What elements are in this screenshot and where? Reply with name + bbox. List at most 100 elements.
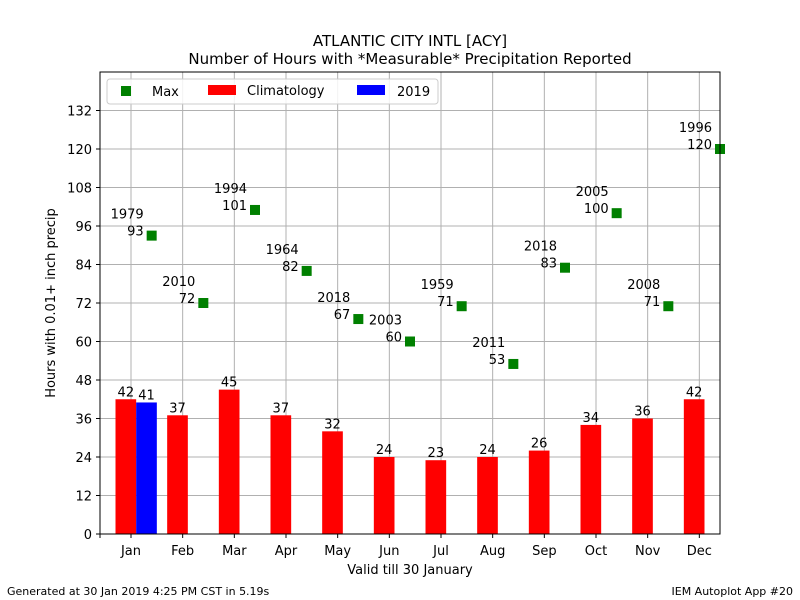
max-value-label: 120 [687, 138, 712, 153]
max-marker [560, 262, 570, 273]
x-tick-label: Dec [687, 544, 712, 559]
x-tick-label: Mar [222, 544, 247, 559]
climatology-bar [373, 457, 395, 534]
climatology-bar [528, 450, 550, 534]
max-marker [405, 336, 415, 347]
x-tick-label: Aug [480, 544, 505, 559]
max-value-label: 72 [179, 292, 196, 307]
max-marker [198, 298, 209, 308]
legend-max-swatch [121, 86, 131, 96]
max-year-label: 1959 [421, 278, 454, 293]
y-axis-label: Hours with 0.01+ inch precip [44, 208, 59, 398]
x-tick-label: Jun [378, 544, 399, 559]
max-year-label: 1994 [214, 182, 247, 197]
axes: 0 12 24 36 48 60 72 84 96 108 120 132 Jan Feb Mar Apr Ma… [67, 71, 721, 559]
x-tick-label: Jul [432, 544, 449, 559]
y-tick-label: 132 [67, 105, 92, 120]
max-marker [611, 208, 622, 219]
climatology-bar [632, 418, 653, 534]
max-year-label: 1964 [266, 243, 299, 258]
y-tick-label: 0 [84, 528, 92, 543]
climatology-bar-label: 34 [583, 411, 600, 426]
climatology-bar [270, 415, 292, 534]
climatology-bar [115, 399, 137, 534]
y-tick-label: 120 [67, 143, 92, 158]
y-tick-label: 72 [75, 297, 92, 312]
current-year-bar [136, 402, 157, 534]
chart-subtitle: Number of Hours with *Measurable* Precip… [188, 50, 631, 68]
y-tick-label: 60 [75, 336, 92, 351]
climatology-bar-label: 26 [531, 437, 548, 452]
legend-climatology-swatch [208, 85, 236, 95]
climatology-bar [425, 460, 447, 534]
x-axis-label: Valid till 30 January [347, 563, 473, 578]
max-marker [146, 230, 157, 241]
legend-2019-swatch [357, 85, 385, 95]
y-tick-label: 48 [75, 374, 92, 389]
climatology-bar-label: 42 [118, 385, 135, 400]
x-tick-label: Oct [585, 544, 607, 559]
climatology-bar-label: 32 [324, 417, 341, 432]
legend-2019-label: 2019 [397, 85, 430, 100]
max-value-label: 82 [282, 260, 299, 275]
climatology-bar-label: 37 [169, 401, 186, 416]
max-value-label: 53 [489, 353, 506, 368]
x-tick-label: Jan [120, 544, 141, 559]
legend-max-label: Max [152, 85, 179, 100]
climatology-bar [167, 415, 188, 534]
max-year-label: 2018 [524, 240, 557, 255]
climatology-bar [322, 431, 343, 534]
generated-timestamp: Generated at 30 Jan 2019 4:25 PM CST in … [7, 585, 270, 598]
climatology-bar-label: 23 [428, 446, 445, 461]
max-year-label: 2018 [317, 291, 350, 306]
max-year-label: 1996 [679, 121, 712, 136]
app-credit: IEM Autoplot App #20 [671, 585, 794, 598]
y-tick-label: 36 [75, 413, 92, 428]
max-marker [456, 301, 467, 312]
max-year-label: 2003 [369, 314, 402, 329]
climatology-bar [683, 399, 705, 534]
climatology-bar-label: 24 [376, 443, 393, 458]
y-tick-label: 84 [75, 259, 92, 274]
max-value-label: 83 [540, 257, 557, 272]
climatology-bar [580, 424, 602, 534]
max-value-label: 71 [644, 295, 661, 310]
max-value-label: 67 [334, 308, 351, 323]
climatology-bar-label: 24 [479, 443, 496, 458]
max-marker [250, 204, 260, 215]
climatology-bar-label: 42 [686, 385, 703, 400]
x-tick-label: Apr [275, 544, 298, 559]
x-tick-label: Feb [171, 544, 194, 559]
legend-climatology-label: Climatology [247, 84, 325, 99]
max-value-label: 71 [437, 295, 454, 310]
x-tick-label: Nov [635, 544, 661, 559]
y-tick-label: 24 [75, 451, 92, 466]
climatology-bar-label: 36 [634, 405, 651, 420]
legend: Max Climatology 2019 [106, 78, 439, 105]
chart-title: ATLANTIC CITY INTL [ACY] [313, 32, 507, 50]
max-value-label: 100 [584, 202, 609, 217]
max-year-label: 2005 [576, 185, 609, 200]
x-tick-label: Sep [532, 544, 557, 559]
max-value-label: 60 [385, 331, 402, 346]
max-markers: 1979 93 2010 72 1994 101 1964 82 2018 67 2003 60 195… [111, 121, 725, 369]
legend-box [106, 78, 439, 105]
max-value-label: 93 [127, 225, 144, 240]
max-year-label: 2008 [627, 278, 660, 293]
max-year-label: 2011 [472, 336, 505, 351]
climatology-bar [218, 389, 240, 534]
x-tick-label: May [324, 544, 351, 559]
climatology-bar-label: 37 [273, 401, 290, 416]
max-year-label: 2010 [162, 275, 195, 290]
max-marker [663, 301, 674, 312]
y-tick-label: 96 [75, 220, 92, 235]
max-marker [353, 314, 364, 325]
max-year-label: 1979 [111, 208, 144, 223]
max-value-label: 101 [222, 199, 247, 214]
current-year-bar-label: 41 [138, 388, 155, 403]
max-marker [508, 358, 519, 369]
climatology-bar-label: 45 [221, 376, 238, 391]
y-tick-label: 108 [67, 182, 92, 197]
